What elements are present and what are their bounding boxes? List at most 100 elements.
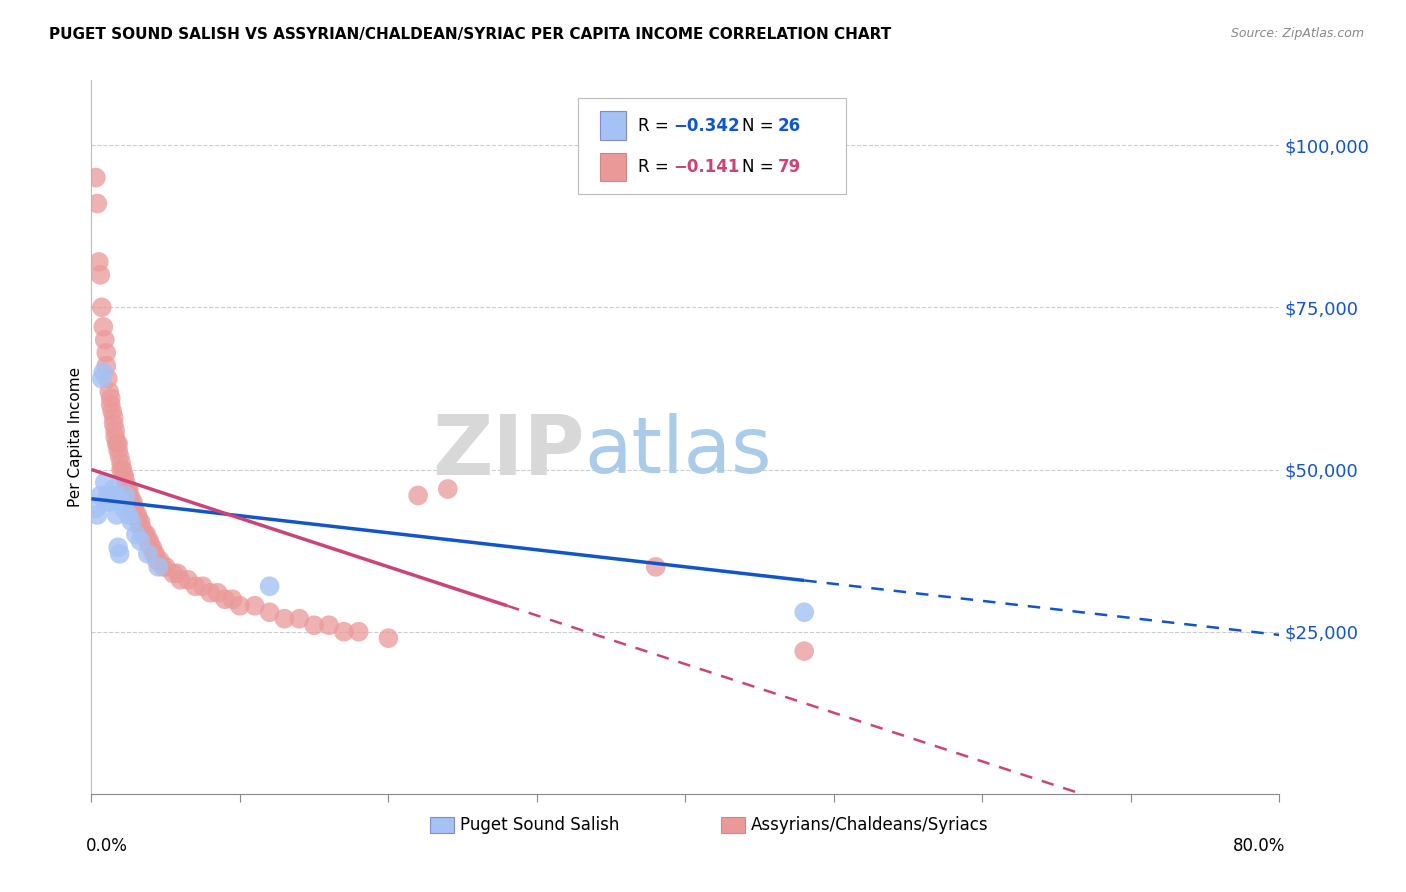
Point — [125, 527, 148, 541]
Bar — [721, 817, 745, 833]
Point — [191, 579, 214, 593]
Point — [84, 501, 107, 516]
Point — [145, 553, 167, 567]
Point — [122, 501, 145, 516]
Point — [142, 547, 165, 561]
Point — [103, 482, 125, 496]
Point — [110, 462, 132, 476]
Text: atlas: atlas — [585, 413, 772, 490]
Text: Source: ZipAtlas.com: Source: ZipAtlas.com — [1230, 27, 1364, 40]
Text: ZIP: ZIP — [432, 411, 585, 491]
Text: Assyrians/Chaldeans/Syriacs: Assyrians/Chaldeans/Syriacs — [751, 816, 988, 834]
Point — [141, 541, 163, 555]
Point — [89, 268, 111, 282]
Point — [96, 359, 118, 373]
Point — [318, 618, 340, 632]
Point — [169, 573, 191, 587]
Text: Puget Sound Salish: Puget Sound Salish — [460, 816, 619, 834]
Point — [115, 482, 138, 496]
Point — [107, 541, 129, 555]
Text: R =: R = — [638, 117, 673, 135]
Point — [259, 605, 281, 619]
Point — [135, 527, 157, 541]
Point — [117, 508, 139, 522]
Point — [229, 599, 252, 613]
Point — [143, 547, 166, 561]
Point — [105, 508, 128, 522]
Text: N =: N = — [742, 158, 779, 176]
Point — [104, 488, 127, 502]
Point — [136, 533, 159, 548]
Point — [436, 482, 458, 496]
Point — [184, 579, 207, 593]
Point — [91, 319, 114, 334]
Point — [105, 436, 128, 450]
Point — [100, 391, 122, 405]
Point — [112, 469, 135, 483]
Text: 80.0%: 80.0% — [1233, 837, 1285, 855]
Point — [89, 488, 111, 502]
Text: 0.0%: 0.0% — [86, 837, 128, 855]
Point — [273, 612, 295, 626]
Point — [103, 410, 125, 425]
Point — [114, 475, 136, 490]
Point — [104, 430, 127, 444]
Text: 26: 26 — [778, 117, 801, 135]
Point — [121, 515, 143, 529]
Point — [108, 547, 131, 561]
Text: 79: 79 — [778, 158, 801, 176]
Point — [91, 365, 114, 379]
Point — [177, 573, 200, 587]
Point — [149, 553, 172, 567]
Point — [166, 566, 188, 581]
Point — [97, 488, 120, 502]
FancyBboxPatch shape — [578, 98, 846, 194]
Point — [127, 508, 149, 522]
Point — [114, 488, 136, 502]
Point — [214, 592, 236, 607]
Point — [101, 404, 124, 418]
Point — [644, 559, 666, 574]
Point — [243, 599, 266, 613]
Point — [125, 508, 148, 522]
Point — [139, 541, 162, 555]
Y-axis label: Per Capita Income: Per Capita Income — [67, 367, 83, 508]
Text: PUGET SOUND SALISH VS ASSYRIAN/CHALDEAN/SYRIAC PER CAPITA INCOME CORRELATION CHA: PUGET SOUND SALISH VS ASSYRIAN/CHALDEAN/… — [49, 27, 891, 42]
Point — [793, 605, 815, 619]
Point — [87, 255, 110, 269]
Point — [107, 443, 129, 458]
Point — [138, 533, 160, 548]
Point — [110, 456, 132, 470]
Point — [101, 488, 124, 502]
Point — [162, 566, 184, 581]
Point — [100, 495, 122, 509]
Point — [98, 384, 121, 399]
Text: −0.141: −0.141 — [673, 158, 740, 176]
Point — [155, 559, 177, 574]
Text: R =: R = — [638, 158, 673, 176]
Point — [94, 475, 117, 490]
Point — [117, 488, 139, 502]
Point — [333, 624, 356, 639]
Point — [207, 586, 229, 600]
Point — [111, 462, 134, 476]
Point — [86, 196, 108, 211]
Point — [107, 436, 129, 450]
Point — [112, 501, 135, 516]
Point — [302, 618, 325, 632]
Point — [104, 424, 127, 438]
Point — [288, 612, 311, 626]
Point — [121, 495, 143, 509]
Point — [100, 398, 122, 412]
Point — [406, 488, 429, 502]
Point — [90, 301, 112, 315]
Text: −0.342: −0.342 — [673, 117, 740, 135]
Point — [131, 521, 153, 535]
Text: N =: N = — [742, 117, 779, 135]
Point — [134, 527, 156, 541]
Bar — [600, 112, 626, 140]
Point — [129, 521, 152, 535]
Point — [377, 631, 399, 645]
Point — [152, 559, 174, 574]
Point — [110, 495, 132, 509]
